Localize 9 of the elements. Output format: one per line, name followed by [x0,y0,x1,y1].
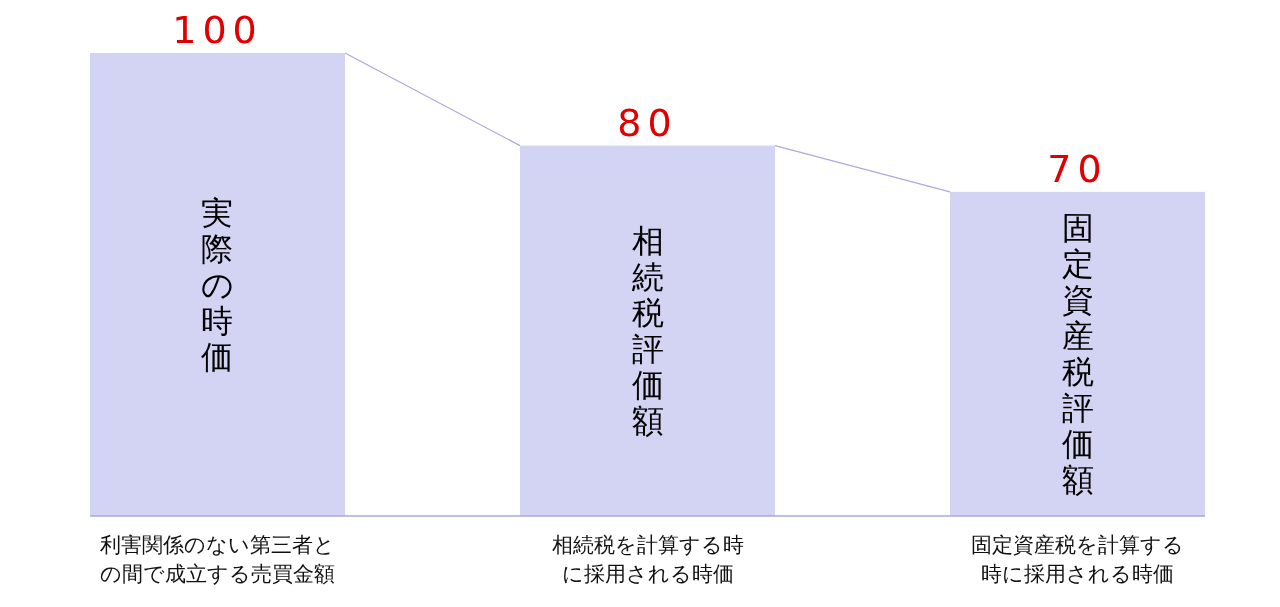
annotation: 実際の時価 [201,193,234,376]
x-tick-label: 固定資産税を計算する時に採用される時価 [971,533,1184,586]
x-tick-label: 利害関係のない第三者との間で成立する売買金額 [100,533,335,586]
data-label: 80 [617,100,678,145]
x-tick-label: 相続税を計算する時に採用される時価 [551,533,744,586]
data-label: 100 [172,8,263,52]
annotation: 固定資産税評価額 [1061,208,1094,499]
data-label: 70 [1047,146,1108,191]
annotation: 相続税評価額 [630,221,664,440]
